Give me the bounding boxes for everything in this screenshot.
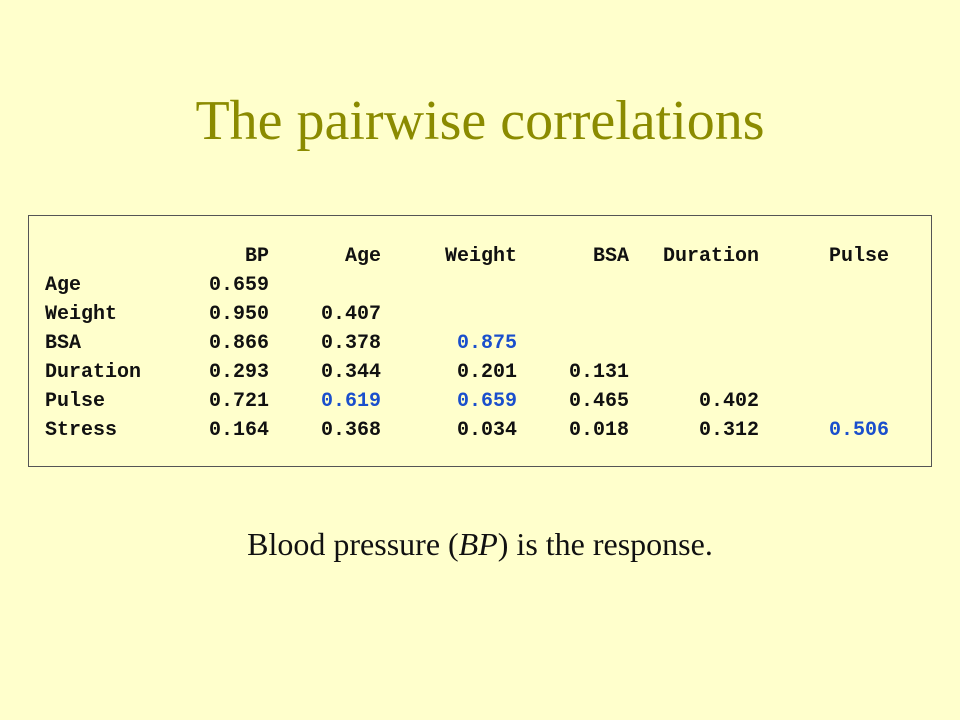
table-cell — [517, 271, 629, 300]
table-cell — [759, 358, 889, 387]
table-cell: 0.018 — [568, 419, 629, 442]
table-cell — [629, 271, 759, 300]
table-row: Age 0.659 — [45, 271, 889, 300]
response-note: Blood pressure (BP) is the response. — [0, 526, 960, 563]
table-row: BSA 0.866 0.378 0.875 — [45, 329, 889, 358]
column-header: Age — [344, 245, 381, 268]
table-cell: 0.402 — [698, 390, 759, 413]
table-cell: 0.866 — [208, 332, 269, 355]
table-cell: 0.950 — [208, 303, 269, 326]
table-cell: 0.465 — [568, 390, 629, 413]
table-cell — [759, 300, 889, 329]
table-cell: 0.506 — [828, 419, 889, 442]
correlation-table-box: BP Age Weight BSA Duration Pulse Age 0.6… — [28, 215, 932, 467]
table-cell — [759, 271, 889, 300]
table-cell — [517, 300, 629, 329]
row-label: Duration — [45, 361, 142, 384]
corner-cell — [45, 242, 185, 271]
column-header: BSA — [592, 245, 629, 268]
table-cell — [629, 300, 759, 329]
row-label: Age — [45, 274, 82, 297]
table-row: Duration 0.293 0.344 0.201 0.131 — [45, 358, 889, 387]
response-note-suffix: ) is the response. — [497, 526, 713, 562]
table-cell: 0.293 — [208, 361, 269, 384]
slide-title: The pairwise correlations — [195, 90, 765, 152]
table-cell: 0.312 — [698, 419, 759, 442]
column-header: Pulse — [828, 245, 889, 268]
table-cell: 0.407 — [320, 303, 381, 326]
table-cell — [381, 271, 517, 300]
table-cell: 0.164 — [208, 419, 269, 442]
table-cell — [517, 329, 629, 358]
table-cell: 0.659 — [208, 274, 269, 297]
column-header: Weight — [444, 245, 517, 268]
table-cell — [269, 271, 381, 300]
response-variable: BP — [458, 526, 498, 562]
table-cell — [629, 358, 759, 387]
table-cell: 0.368 — [320, 419, 381, 442]
row-label: BSA — [45, 332, 82, 355]
table-cell — [759, 329, 889, 358]
table-cell: 0.619 — [320, 390, 381, 413]
response-note-prefix: Blood pressure ( — [247, 526, 459, 562]
correlation-table: BP Age Weight BSA Duration Pulse Age 0.6… — [45, 242, 889, 445]
table-cell: 0.659 — [456, 390, 517, 413]
table-cell: 0.131 — [568, 361, 629, 384]
row-label: Stress — [45, 419, 118, 442]
table-cell — [381, 300, 517, 329]
row-label: Pulse — [45, 390, 106, 413]
table-cell: 0.875 — [456, 332, 517, 355]
table-cell: 0.344 — [320, 361, 381, 384]
table-row: Weight 0.950 0.407 — [45, 300, 889, 329]
row-label: Weight — [45, 303, 118, 326]
table-row: Pulse 0.721 0.619 0.659 0.465 0.402 — [45, 387, 889, 416]
table-cell: 0.201 — [456, 361, 517, 384]
table-cell: 0.378 — [320, 332, 381, 355]
table-cell: 0.721 — [208, 390, 269, 413]
table-cell: 0.034 — [456, 419, 517, 442]
table-header-row: BP Age Weight BSA Duration Pulse — [45, 242, 889, 271]
table-cell — [629, 329, 759, 358]
column-header: BP — [244, 245, 269, 268]
table-cell — [759, 387, 889, 416]
column-header: Duration — [662, 245, 759, 268]
table-row: Stress 0.164 0.368 0.034 0.018 0.312 0.5… — [45, 416, 889, 445]
